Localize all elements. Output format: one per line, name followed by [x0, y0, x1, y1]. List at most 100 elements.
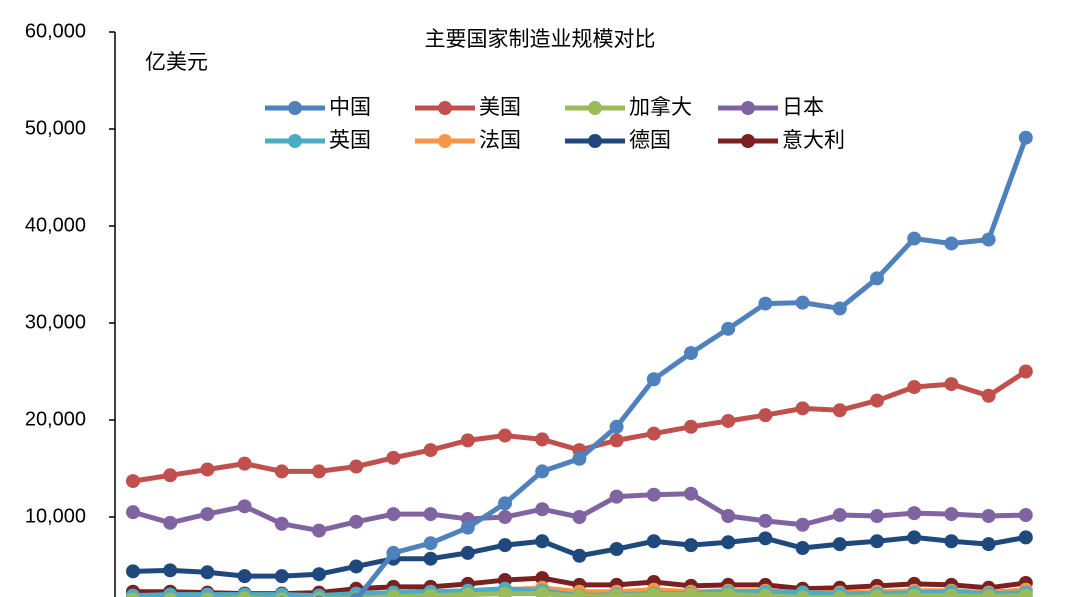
- y-axis-label: 亿美元: [145, 50, 208, 74]
- point: [237, 456, 252, 471]
- point: [1018, 364, 1033, 379]
- point: [758, 296, 773, 311]
- point: [572, 451, 587, 466]
- point: [832, 508, 847, 523]
- point: [535, 502, 550, 517]
- point: [274, 464, 289, 479]
- point: [646, 487, 661, 502]
- legend-label: 加拿大: [629, 95, 692, 119]
- legend-marker: [588, 134, 602, 148]
- legend-label: 英国: [329, 128, 371, 152]
- point: [944, 236, 959, 251]
- point: [535, 586, 550, 597]
- legend-label: 美国: [479, 95, 521, 119]
- point: [460, 587, 475, 597]
- point: [200, 565, 215, 580]
- point: [312, 567, 326, 582]
- point: [312, 592, 326, 597]
- point: [386, 507, 401, 522]
- point: [795, 401, 810, 416]
- y-tick-label: 30,000: [25, 311, 86, 333]
- point: [721, 321, 736, 336]
- point: [498, 538, 512, 553]
- point: [312, 523, 326, 538]
- point: [684, 419, 698, 434]
- point: [907, 530, 922, 545]
- point: [832, 403, 847, 418]
- point: [907, 380, 922, 395]
- point: [721, 587, 736, 597]
- point: [498, 510, 512, 524]
- point: [870, 534, 884, 549]
- point: [646, 426, 661, 441]
- point: [349, 514, 364, 529]
- point: [349, 592, 363, 597]
- point: [126, 592, 140, 597]
- point: [944, 377, 959, 392]
- point: [572, 589, 587, 597]
- point: [535, 571, 550, 586]
- point: [795, 295, 810, 310]
- point: [721, 413, 736, 428]
- point: [907, 231, 922, 246]
- legend-label: 日本: [782, 95, 824, 119]
- legend-label: 法国: [479, 128, 521, 152]
- point: [237, 569, 252, 584]
- point: [758, 408, 773, 423]
- point: [870, 509, 884, 524]
- y-tick-label: 60,000: [25, 20, 86, 42]
- point: [795, 517, 810, 532]
- point: [1018, 508, 1033, 523]
- legend-label: 德国: [629, 128, 671, 152]
- point: [498, 428, 512, 443]
- point: [460, 545, 475, 560]
- point: [832, 590, 847, 597]
- point: [758, 531, 773, 546]
- point: [1018, 588, 1033, 597]
- point: [870, 271, 884, 286]
- point: [163, 563, 178, 578]
- point: [609, 489, 624, 504]
- y-tick-label: 40,000: [25, 214, 86, 236]
- point: [944, 534, 959, 549]
- point: [684, 587, 698, 597]
- point: [870, 589, 884, 597]
- point: [832, 537, 847, 552]
- point: [572, 510, 587, 524]
- point: [684, 486, 698, 501]
- point: [795, 590, 810, 597]
- point: [386, 450, 401, 465]
- y-tick-label: 50,000: [25, 117, 86, 139]
- point: [981, 589, 996, 597]
- point: [126, 505, 140, 520]
- point: [981, 537, 996, 552]
- point: [981, 509, 996, 524]
- point: [609, 419, 624, 434]
- point: [423, 588, 438, 597]
- point: [535, 432, 550, 447]
- point: [163, 515, 178, 530]
- point: [163, 468, 178, 483]
- point: [126, 474, 140, 489]
- point: [200, 462, 215, 477]
- point: [609, 588, 624, 597]
- point: [944, 588, 959, 597]
- point: [274, 516, 289, 531]
- point: [349, 459, 364, 474]
- point: [126, 564, 140, 579]
- point: [870, 393, 884, 408]
- point: [646, 372, 661, 387]
- point: [758, 588, 773, 597]
- point: [832, 301, 847, 316]
- legend-label: 中国: [329, 95, 371, 119]
- point: [275, 592, 289, 597]
- point: [684, 538, 698, 553]
- point: [237, 591, 252, 597]
- point: [907, 588, 922, 597]
- legend-marker: [438, 101, 452, 115]
- point: [200, 507, 215, 522]
- point: [981, 232, 996, 247]
- point: [460, 520, 475, 535]
- point: [1018, 530, 1033, 545]
- point: [609, 433, 624, 448]
